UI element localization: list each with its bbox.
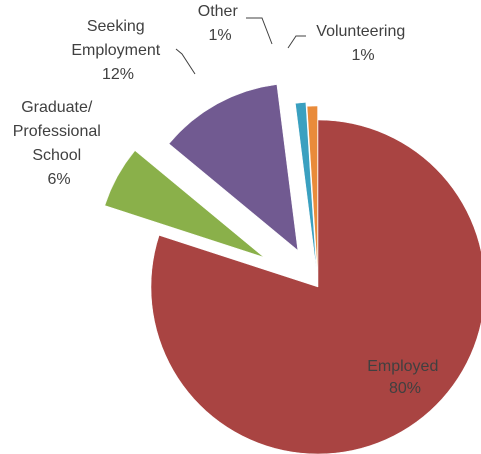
leader-line-volunteering	[287, 35, 306, 49]
leader-line-seeking-employment	[175, 48, 196, 75]
pie-slice-other	[295, 102, 317, 270]
label-seeking-employment: Seeking Employment 12%	[71, 18, 164, 83]
pie-slice-seeking-employment	[168, 84, 299, 251]
leader-line-other	[246, 17, 273, 45]
pie-slice-graduate-professional-school	[104, 150, 264, 258]
pie-slice-volunteering	[306, 105, 318, 274]
label-graduate-professional-school: Graduate/ Professional School 6%	[13, 99, 106, 188]
label-volunteering: Volunteering 1%	[316, 23, 409, 64]
pie-slice-employed	[150, 119, 481, 454]
label-employed: Employed 80%	[367, 358, 443, 397]
label-other: Other 1%	[198, 3, 242, 44]
pie-slices	[104, 84, 481, 454]
